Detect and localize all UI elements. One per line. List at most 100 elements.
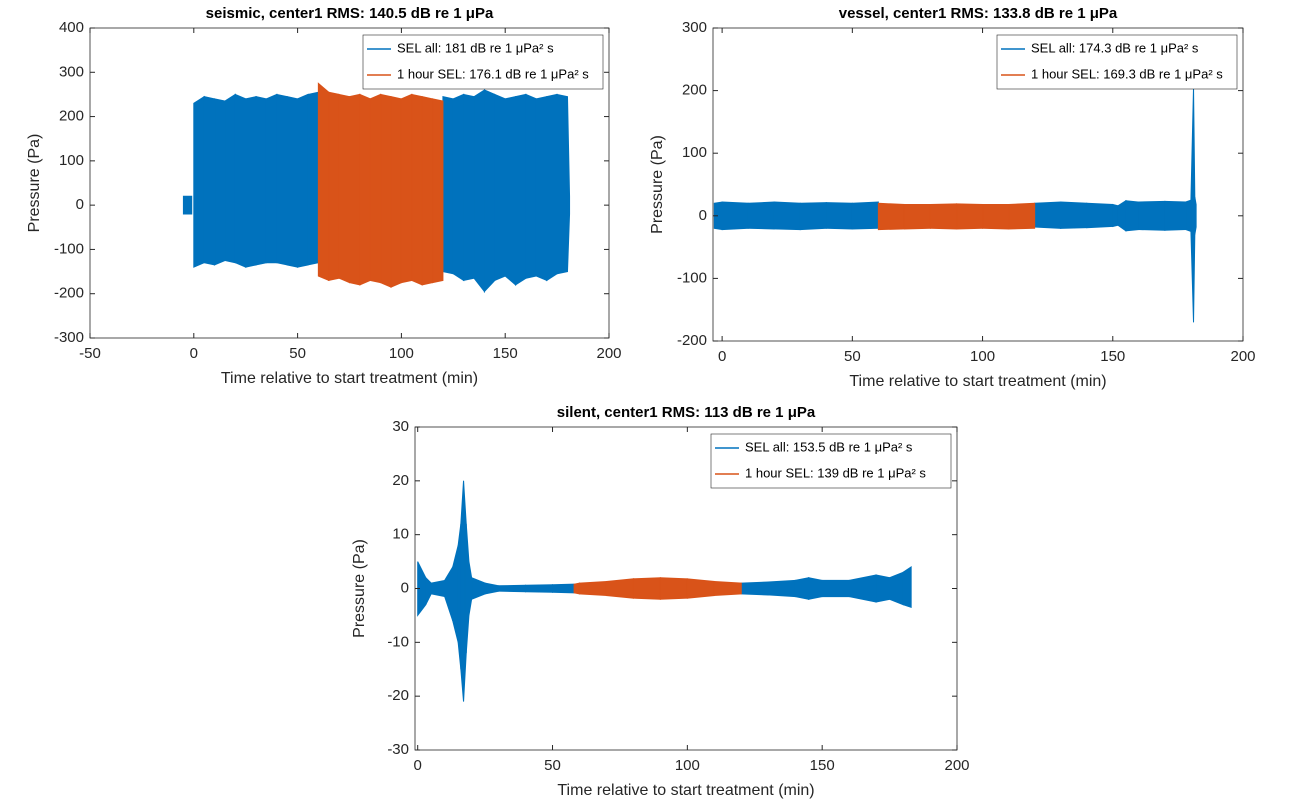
legend-box xyxy=(362,34,604,90)
waveform-band xyxy=(182,195,193,215)
legend-label: 1 hour SEL: 139 dB re 1 μPa² s xyxy=(745,465,926,480)
waveform-band xyxy=(799,202,827,231)
waveform-band xyxy=(767,579,796,598)
waveform-band xyxy=(349,93,361,286)
waveform-band xyxy=(515,93,527,286)
legend-label: SEL all: 174.3 dB re 1 μPa² s xyxy=(1031,40,1199,55)
waveform-band xyxy=(484,582,500,595)
waveform-band xyxy=(430,579,446,598)
waveform-band xyxy=(721,201,749,231)
waveform-band xyxy=(224,93,236,264)
waveform-band xyxy=(1117,199,1127,232)
waveform-band xyxy=(255,96,267,266)
y-tick-label: -200 xyxy=(54,285,84,302)
legend-box xyxy=(996,34,1238,90)
x-tick-label: 200 xyxy=(944,757,969,774)
waveform-band xyxy=(1164,200,1187,231)
waveform-band xyxy=(902,566,912,609)
waveform-band xyxy=(1125,200,1140,232)
waveform-band xyxy=(747,201,775,230)
x-tick-label: 100 xyxy=(675,757,700,774)
plot: vessel, center1 RMS: 133.8 dB re 1 μPa 0 5… xyxy=(649,5,1255,390)
x-tick-label: 150 xyxy=(1100,348,1125,365)
waveform-band xyxy=(193,95,205,268)
x-tick-label: 50 xyxy=(844,348,861,365)
waveform-band xyxy=(452,545,459,643)
chart-title: vessel, center1 RMS: 133.8 dB re 1 μPa xyxy=(839,5,1118,22)
waveform-band xyxy=(1138,200,1166,231)
waveform-band xyxy=(328,91,340,282)
x-tick-label: 0 xyxy=(414,757,422,774)
waveform-band xyxy=(851,201,879,230)
waveform-band xyxy=(877,202,905,231)
y-tick-label: -300 xyxy=(54,329,84,346)
x-tick-label: 200 xyxy=(1230,348,1255,365)
waveform-band xyxy=(848,574,877,603)
waveform-band xyxy=(1034,201,1062,229)
y-tick-label: 20 xyxy=(392,472,409,489)
x-tick-label: 200 xyxy=(596,345,621,362)
waveform-band xyxy=(1060,201,1088,229)
waveform-band xyxy=(498,584,527,593)
y-tick-label: 200 xyxy=(59,108,84,125)
waveform-band xyxy=(821,579,850,598)
x-tick-label: 50 xyxy=(289,345,306,362)
x-tick-label: 0 xyxy=(718,348,726,365)
waveform-band xyxy=(825,202,853,230)
waveform-band xyxy=(1112,203,1119,228)
x-tick-label: 0 xyxy=(190,345,198,362)
waveform-band xyxy=(929,203,958,230)
waveform-band xyxy=(286,96,299,268)
waveform-band xyxy=(411,93,423,286)
x-axis-label: Time relative to start treatment (min) xyxy=(849,373,1106,390)
y-tick-label: 300 xyxy=(59,63,84,80)
legend-label: 1 hour SEL: 169.3 dB re 1 μPa² s xyxy=(1031,66,1223,81)
waveform-band xyxy=(307,91,319,266)
waveform-band xyxy=(442,96,454,275)
y-tick-label: 10 xyxy=(392,526,409,543)
waveform-band xyxy=(566,96,571,272)
waveform-band xyxy=(903,204,931,230)
waveform-band xyxy=(338,93,350,284)
waveform-band xyxy=(686,578,715,599)
legend-label: SEL all: 153.5 dB re 1 μPa² s xyxy=(745,439,913,454)
x-tick-label: 50 xyxy=(544,757,561,774)
plot: seismic, center1 RMS: 140.5 dB re 1 μPa -… xyxy=(26,5,621,387)
waveform-band xyxy=(773,201,801,231)
waveform-band xyxy=(573,582,580,595)
x-axis-label: Time relative to start treatment (min) xyxy=(557,782,814,799)
waveform-band xyxy=(276,93,288,266)
y-axis-label: Pressure (Pa) xyxy=(649,135,666,234)
y-tick-label: 30 xyxy=(392,418,409,435)
x-tick-label: 150 xyxy=(810,757,835,774)
chart-title: seismic, center1 RMS: 140.5 dB re 1 μPa xyxy=(206,5,494,22)
legend-label: SEL all: 181 dB re 1 μPa² s xyxy=(397,40,554,55)
legend-label: 1 hour SEL: 176.1 dB re 1 μPa² s xyxy=(397,66,589,81)
x-tick-label: 150 xyxy=(493,345,518,362)
waveform-band xyxy=(556,93,568,275)
x-tick-label: -50 xyxy=(79,345,101,362)
axes-box xyxy=(89,27,610,339)
chart-title: silent, center1 RMS: 113 dB re 1 μPa xyxy=(557,404,816,421)
waveform-band xyxy=(1086,202,1114,229)
waveform-band xyxy=(982,204,1010,230)
waveform-band xyxy=(525,584,554,593)
waveform-band xyxy=(889,571,904,606)
waveform-band xyxy=(875,574,891,603)
waveform-band xyxy=(713,580,742,597)
plot: silent, center1 RMS: 113 dB re 1 μPa 0 50 1… xyxy=(351,404,969,799)
y-tick-label: 0 xyxy=(76,196,84,213)
waveform-band xyxy=(234,93,247,268)
waveform-band xyxy=(471,576,486,601)
y-tick-label: 400 xyxy=(59,19,84,36)
waveform-band xyxy=(494,93,506,282)
waveform-band xyxy=(552,583,575,594)
waveform-band xyxy=(535,96,548,282)
y-tick-label: 200 xyxy=(682,82,707,99)
waveform-band xyxy=(452,93,465,282)
waveform-band xyxy=(463,93,475,282)
y-tick-label: -10 xyxy=(387,633,409,650)
waveform-band xyxy=(245,96,257,268)
x-tick-label: 100 xyxy=(389,345,414,362)
waveform-band xyxy=(808,577,823,600)
